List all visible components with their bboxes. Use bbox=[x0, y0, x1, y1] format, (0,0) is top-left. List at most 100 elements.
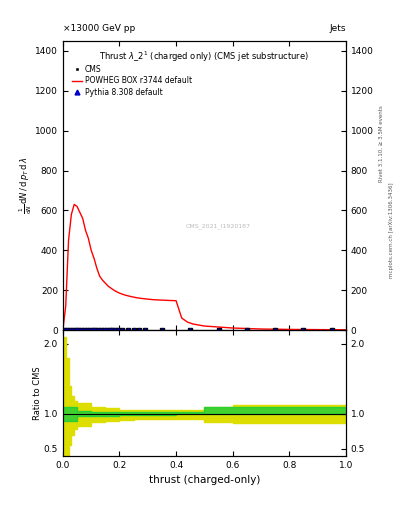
POWHEG BOX r3744 default bbox=[202, 323, 207, 329]
POWHEG BOX r3744 default bbox=[69, 211, 74, 218]
POWHEG BOX r3744 default bbox=[63, 303, 68, 309]
POWHEG BOX r3744 default bbox=[72, 201, 77, 207]
POWHEG BOX r3744 default bbox=[191, 321, 195, 327]
Text: mcplots.cern.ch [arXiv:1306.3436]: mcplots.cern.ch [arXiv:1306.3436] bbox=[389, 183, 393, 278]
CMS bbox=[90, 327, 95, 333]
Pythia 8.308 default bbox=[301, 327, 306, 333]
POWHEG BOX r3744 default bbox=[80, 216, 85, 222]
Pythia 8.308 default bbox=[273, 327, 277, 333]
POWHEG BOX r3744 default bbox=[160, 297, 164, 303]
Pythia 8.308 default bbox=[84, 327, 89, 333]
CMS bbox=[84, 327, 89, 333]
CMS bbox=[96, 327, 101, 333]
X-axis label: thrust (charged-only): thrust (charged-only) bbox=[149, 475, 260, 485]
Pythia 8.308 default bbox=[107, 327, 112, 333]
Pythia 8.308 default bbox=[65, 327, 70, 333]
Pythia 8.308 default bbox=[99, 327, 103, 333]
POWHEG BOX r3744 default bbox=[94, 265, 99, 271]
POWHEG BOX r3744 default bbox=[103, 280, 108, 286]
POWHEG BOX r3744 default bbox=[259, 326, 263, 332]
Pythia 8.308 default bbox=[329, 327, 334, 333]
CMS bbox=[116, 327, 120, 333]
POWHEG BOX r3744 default bbox=[168, 297, 173, 304]
CMS bbox=[79, 327, 84, 333]
CMS bbox=[87, 327, 92, 333]
POWHEG BOX r3744 default bbox=[179, 315, 184, 321]
Text: Thrust $\lambda\_2^1$ (charged only) (CMS jet substructure): Thrust $\lambda\_2^1$ (charged only) (CM… bbox=[99, 50, 309, 64]
CMS bbox=[110, 327, 115, 333]
Pythia 8.308 default bbox=[160, 327, 164, 333]
CMS bbox=[244, 327, 249, 333]
CMS bbox=[188, 327, 193, 333]
Text: CMS_2021_I1920187: CMS_2021_I1920187 bbox=[186, 223, 251, 229]
CMS bbox=[143, 327, 147, 333]
Pythia 8.308 default bbox=[143, 327, 147, 333]
CMS bbox=[99, 327, 103, 333]
Pythia 8.308 default bbox=[82, 327, 86, 333]
POWHEG BOX r3744 default bbox=[140, 295, 145, 302]
Pythia 8.308 default bbox=[70, 327, 75, 333]
POWHEG BOX r3744 default bbox=[123, 292, 127, 298]
CMS bbox=[126, 327, 130, 333]
CMS bbox=[62, 327, 67, 333]
POWHEG BOX r3744 default bbox=[83, 227, 88, 233]
Legend: CMS, POWHEG BOX r3744 default, Pythia 8.308 default: CMS, POWHEG BOX r3744 default, Pythia 8.… bbox=[72, 65, 192, 97]
POWHEG BOX r3744 default bbox=[77, 209, 82, 216]
CMS bbox=[107, 327, 112, 333]
POWHEG BOX r3744 default bbox=[86, 235, 91, 241]
POWHEG BOX r3744 default bbox=[117, 290, 122, 296]
CMS bbox=[329, 327, 334, 333]
Pythia 8.308 default bbox=[105, 327, 109, 333]
POWHEG BOX r3744 default bbox=[106, 283, 110, 289]
CMS bbox=[273, 327, 277, 333]
CMS bbox=[120, 327, 125, 333]
POWHEG BOX r3744 default bbox=[75, 203, 79, 209]
POWHEG BOX r3744 default bbox=[100, 277, 105, 283]
CMS bbox=[93, 327, 98, 333]
Y-axis label: $\frac{1}{\mathregular{d}N}\,\mathregular{d}N\,/\,\mathregular{d}\,p_T\,\mathreg: $\frac{1}{\mathregular{d}N}\,\mathregula… bbox=[17, 157, 34, 215]
POWHEG BOX r3744 default bbox=[343, 327, 348, 333]
Pythia 8.308 default bbox=[96, 327, 101, 333]
Pythia 8.308 default bbox=[62, 327, 67, 333]
CMS bbox=[301, 327, 306, 333]
CMS bbox=[73, 327, 78, 333]
Text: Jets: Jets bbox=[329, 24, 346, 33]
POWHEG BOX r3744 default bbox=[129, 293, 133, 300]
POWHEG BOX r3744 default bbox=[145, 296, 150, 302]
Pythia 8.308 default bbox=[110, 327, 115, 333]
CMS bbox=[131, 327, 136, 333]
Line: POWHEG BOX r3744 default: POWHEG BOX r3744 default bbox=[63, 204, 346, 330]
Pythia 8.308 default bbox=[126, 327, 130, 333]
CMS bbox=[137, 327, 141, 333]
POWHEG BOX r3744 default bbox=[216, 324, 221, 330]
Pythia 8.308 default bbox=[131, 327, 136, 333]
POWHEG BOX r3744 default bbox=[287, 326, 292, 332]
Pythia 8.308 default bbox=[76, 327, 81, 333]
CMS bbox=[216, 327, 221, 333]
Pythia 8.308 default bbox=[93, 327, 98, 333]
Pythia 8.308 default bbox=[216, 327, 221, 333]
Pythia 8.308 default bbox=[79, 327, 84, 333]
CMS bbox=[160, 327, 164, 333]
Pythia 8.308 default bbox=[137, 327, 141, 333]
CMS bbox=[82, 327, 86, 333]
Pythia 8.308 default bbox=[188, 327, 193, 333]
Pythia 8.308 default bbox=[87, 327, 92, 333]
POWHEG BOX r3744 default bbox=[61, 327, 65, 333]
Line: Pythia 8.308 default: Pythia 8.308 default bbox=[62, 328, 333, 331]
POWHEG BOX r3744 default bbox=[185, 319, 190, 325]
Pythia 8.308 default bbox=[73, 327, 78, 333]
POWHEG BOX r3744 default bbox=[315, 327, 320, 333]
Pythia 8.308 default bbox=[113, 327, 118, 333]
Pythia 8.308 default bbox=[120, 327, 125, 333]
POWHEG BOX r3744 default bbox=[230, 325, 235, 331]
POWHEG BOX r3744 default bbox=[92, 255, 96, 261]
POWHEG BOX r3744 default bbox=[134, 294, 139, 301]
CMS bbox=[101, 327, 106, 333]
Text: ×13000 GeV pp: ×13000 GeV pp bbox=[63, 24, 135, 33]
Pythia 8.308 default bbox=[244, 327, 249, 333]
POWHEG BOX r3744 default bbox=[97, 273, 102, 279]
POWHEG BOX r3744 default bbox=[108, 285, 113, 291]
Line: CMS: CMS bbox=[62, 328, 333, 331]
CMS bbox=[68, 327, 72, 333]
